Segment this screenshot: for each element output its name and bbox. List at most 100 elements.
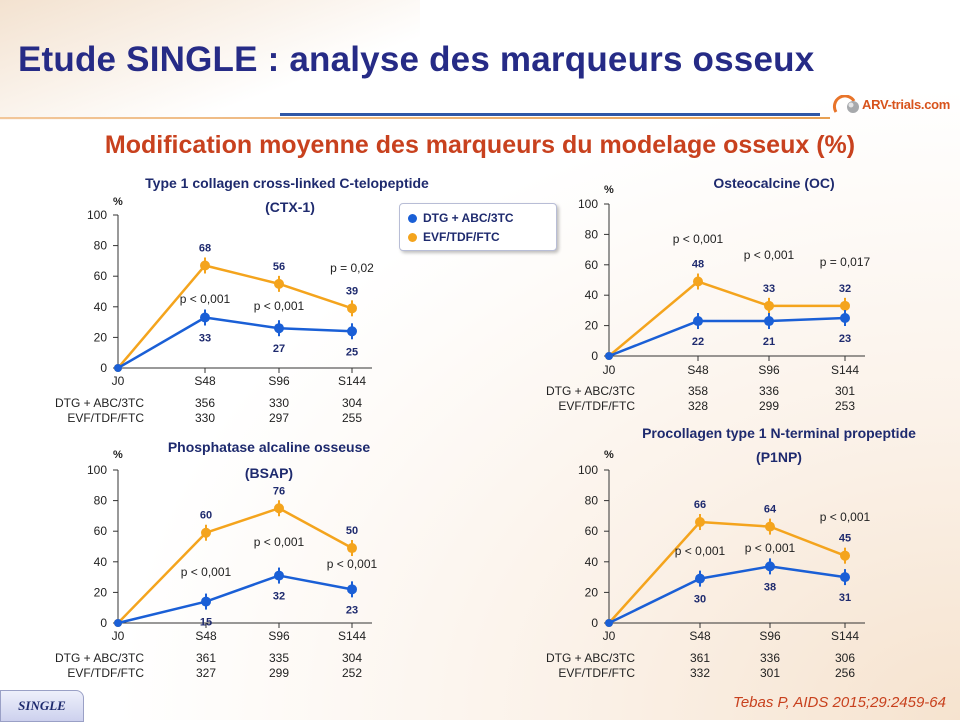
chart1-series-dtg-point-2 <box>274 323 284 334</box>
chart1-series-dtg-line <box>117 316 353 370</box>
legend: DTG + ABC/3TC EVF/TDF/FTC <box>399 203 557 251</box>
chart2-series-dtg-point-1 <box>693 316 703 327</box>
chart1-title-line2: (CTX-1) <box>265 199 315 215</box>
chart1-n-table-cell-1-3: 255 <box>342 411 362 425</box>
chart1-x-tick-label-2: S96 <box>268 374 290 388</box>
chart2-pvalue-2: p < 0,001 <box>744 248 795 262</box>
chart3-y-tick-label-3: 60 <box>94 524 108 538</box>
chart2-series-evf-data-label-2: 33 <box>763 283 775 295</box>
chart1-y-tick-label-0: 0 <box>100 361 107 375</box>
chart1-series-evf-point-2 <box>274 278 284 289</box>
chart3-n-table-cell-0-3: 304 <box>342 651 362 665</box>
chart3-title: Phosphatase alcaline osseuse <box>168 439 371 455</box>
chart1-ylabel: % <box>113 196 123 208</box>
chart1-y-tick-label-1: 20 <box>94 330 108 344</box>
legend-label-dtg: DTG + ABC/3TC <box>423 211 514 225</box>
chart3-series-dtg-point-1 <box>201 596 211 607</box>
chart4-series-evf-point-2 <box>765 521 775 532</box>
background-gradient <box>0 0 420 120</box>
chart4-series-dtg-data-label-2: 38 <box>764 581 776 593</box>
chart1-n-table-cell-0-2: 330 <box>269 396 289 410</box>
logo-icon <box>832 95 859 113</box>
chart3-series-evf-point-2 <box>274 503 284 514</box>
chart4-n-table-cell-0-3: 306 <box>835 651 855 665</box>
title-rule-blue <box>280 113 820 116</box>
chart1-n-table-label-0: DTG + ABC/3TC <box>55 396 144 410</box>
chart2-n-table-label-1: EVF/TDF/FTC <box>558 399 635 413</box>
chart3-n-table-cell-1-3: 252 <box>342 666 362 680</box>
chart1-pvalue-1: p < 0,001 <box>180 292 231 306</box>
chart3-series-evf-data-label-2: 76 <box>273 485 285 497</box>
chart1-n-table-cell-0-3: 304 <box>342 396 362 410</box>
chart2-pvalue-1: p < 0,001 <box>673 232 724 246</box>
chart4-ylabel: % <box>604 449 614 461</box>
chart3-series-dtg-point-2 <box>274 570 284 581</box>
page-title: Etude SINGLE : analyse des marqueurs oss… <box>18 40 815 79</box>
chart2-series-dtg-data-label-3: 23 <box>839 333 851 345</box>
chart1-x-tick-label-1: S48 <box>194 374 216 388</box>
chart4-x-tick-label-0: J0 <box>603 629 616 643</box>
chart4-x-tick-label-1: S48 <box>689 629 711 643</box>
chart1-y-tick-label-2: 40 <box>94 300 108 314</box>
chart3-pvalue-1: p < 0,001 <box>181 565 232 579</box>
chart1-n-table-cell-1-1: 330 <box>195 411 215 425</box>
chart1-pvalue-2: p < 0,001 <box>254 299 305 313</box>
chart2-n-table-cell-0-3: 301 <box>835 384 855 398</box>
chart3-n-table-label-1: EVF/TDF/FTC <box>67 666 144 680</box>
chart2-y-tick-label-0: 0 <box>591 349 598 363</box>
chart1-y-tick-label-5: 100 <box>87 208 107 222</box>
chart1-n-table-cell-0-1: 356 <box>195 396 215 410</box>
chart4-series-evf-data-label-3: 45 <box>839 533 851 545</box>
title-rule-orange <box>0 117 830 119</box>
chart2-series-evf-point-1 <box>693 276 703 287</box>
chart1-series-evf-point-3 <box>347 303 357 314</box>
chart3-series-dtg-data-label-2: 32 <box>273 591 285 603</box>
chart4-series-dtg-point-1 <box>695 573 705 584</box>
chart4-n-table-cell-0-1: 361 <box>690 651 710 665</box>
chart3-y-tick-label-2: 40 <box>94 555 108 569</box>
chart4-n-table-cell-1-2: 301 <box>760 666 780 680</box>
chart1-series-evf-point-1 <box>200 260 210 271</box>
legend-swatch-evf <box>408 232 417 242</box>
chart2-x-tick-label-1: S48 <box>687 363 709 377</box>
chart2-x-tick-label-2: S96 <box>758 363 780 377</box>
chart1-x-tick-label-3: S144 <box>338 374 366 388</box>
chart4-series-evf-data-label-2: 64 <box>764 504 777 516</box>
chart3-x-tick-label-2: S96 <box>268 629 290 643</box>
chart4-n-table-label-1: EVF/TDF/FTC <box>558 666 635 680</box>
chart2-series-evf-point-3 <box>840 300 850 311</box>
chart3-n-table-cell-1-1: 327 <box>196 666 216 680</box>
chart3-x-tick-label-1: S48 <box>195 629 217 643</box>
legend-swatch-dtg <box>408 213 417 223</box>
chart2-series-evf-line <box>608 280 845 357</box>
chart3-y-tick-label-5: 100 <box>87 463 107 477</box>
chart2-series-dtg-data-label-1: 22 <box>692 336 704 348</box>
chart4-y-tick-label-3: 60 <box>585 524 599 538</box>
chart2-n-table-cell-1-3: 253 <box>835 399 855 413</box>
legend-entry-dtg: DTG + ABC/3TC <box>408 211 514 225</box>
chart4-series-evf-data-label-1: 66 <box>694 499 706 511</box>
chart2-n-table-cell-1-1: 328 <box>688 399 708 413</box>
chart2-n-table-cell-1-2: 299 <box>759 399 779 413</box>
chart4-pvalue-1: p < 0,001 <box>675 544 726 558</box>
chart2-series-dtg-line <box>608 316 846 358</box>
chart1-series-evf-data-label-1: 68 <box>199 242 211 254</box>
chart3-n-table-cell-1-2: 299 <box>269 666 289 680</box>
chart3-series-dtg-data-label-1: 15 <box>200 617 212 629</box>
chart2-y-tick-label-3: 60 <box>585 258 599 272</box>
chart4-series-dtg-point-0 <box>605 619 613 627</box>
chart2-y-tick-label-2: 40 <box>585 288 599 302</box>
chart4-y-tick-label-1: 20 <box>585 585 599 599</box>
chart4-x-tick-label-3: S144 <box>831 629 859 643</box>
chart4-series-dtg-point-3 <box>840 572 850 583</box>
legend-entry-evf: EVF/TDF/FTC <box>408 230 500 244</box>
chart2-x-tick-label-0: J0 <box>603 363 616 377</box>
chart2-x-tick-label-3: S144 <box>831 363 859 377</box>
chart2-n-table-cell-0-2: 336 <box>759 384 779 398</box>
chart4-y-tick-label-0: 0 <box>591 616 598 630</box>
legend-label-evf: EVF/TDF/FTC <box>423 230 500 244</box>
chart3-pvalue-2: p < 0,001 <box>254 535 305 549</box>
citation: Tebas P, AIDS 2015;29:2459-64 <box>733 694 946 711</box>
chart4-n-table-cell-0-2: 336 <box>760 651 780 665</box>
chart2-y-tick-label-1: 20 <box>585 319 599 333</box>
